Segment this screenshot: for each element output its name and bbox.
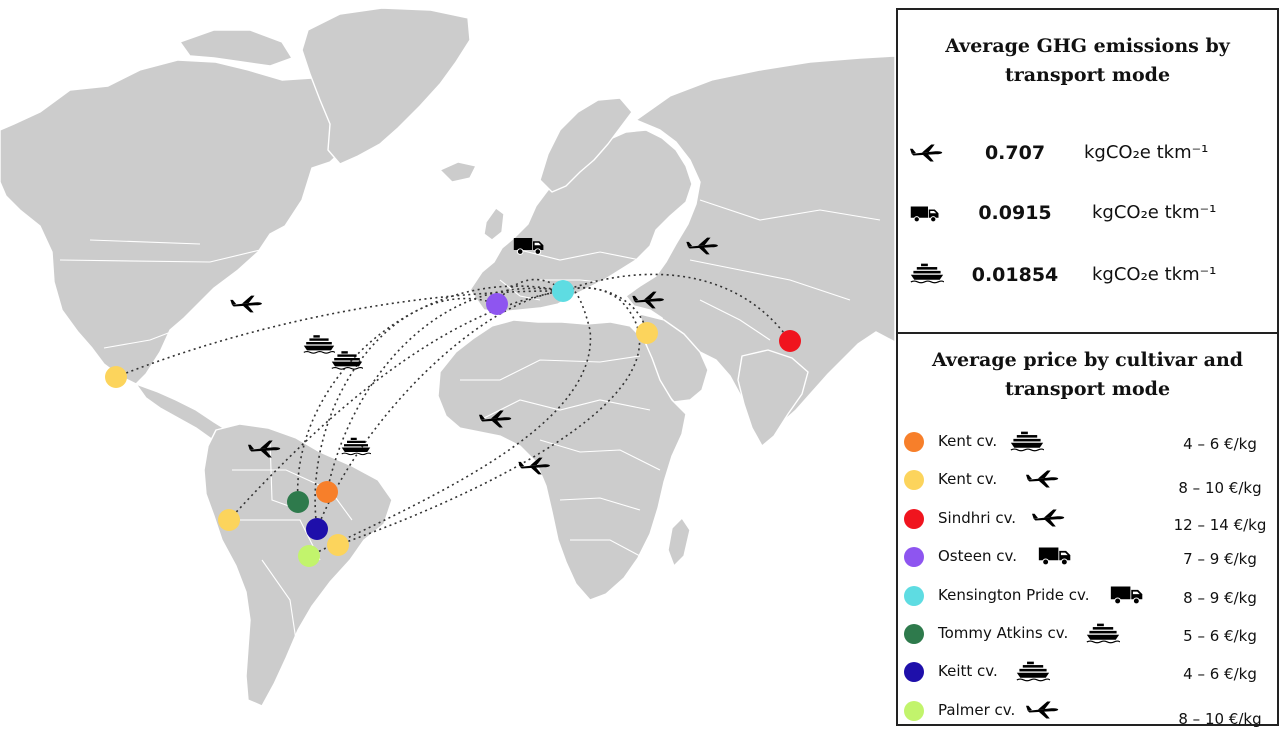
ghg-value-truck: 0.0915	[978, 202, 1052, 224]
route-brazil-ship-1	[296, 285, 564, 503]
airplane-icon	[1026, 470, 1059, 488]
price-panel: Average price by cultivar and transport …	[896, 332, 1279, 728]
marker-kent-air-peru	[218, 509, 240, 531]
cultivar-name: Palmer cv.	[938, 700, 1016, 719]
british-isles	[483, 207, 505, 241]
truck-icon	[1110, 585, 1143, 605]
price-range: 8 – 10 €/kg	[1178, 479, 1262, 498]
cultivar-color-dot	[904, 585, 924, 606]
india	[737, 349, 809, 447]
marker-keitt	[306, 518, 328, 540]
price-row: Kent cv. 4 – 6 €/kg	[898, 428, 1277, 458]
ship-icon	[1016, 661, 1050, 682]
ship-icon	[1086, 623, 1120, 644]
cultivar-color-dot	[904, 700, 924, 721]
airplane-icon	[910, 144, 943, 162]
cultivar-name: Kent cv.	[938, 432, 998, 450]
cultivar-color-dot	[904, 624, 924, 644]
north-america	[0, 59, 379, 385]
ghg-unit-air: kgCO₂e tkm⁻¹	[1084, 142, 1209, 163]
price-row: Keitt cv. 4 – 6 €/kg	[898, 658, 1277, 688]
price-row: Palmer cv. 8 – 10 €/kg	[898, 697, 1277, 728]
route-palmer-air	[308, 286, 592, 557]
price-range: 8 – 10 €/kg	[1178, 709, 1262, 728]
price-range: 4 – 6 €/kg	[1183, 665, 1257, 684]
marker-kent-ship	[316, 481, 338, 503]
marker-kent-air-mexico	[105, 366, 127, 388]
transport-routes	[115, 273, 791, 557]
origin-markers	[105, 280, 801, 567]
price-row: Kensington Pride cv. 8 – 9 €/kg	[898, 582, 1277, 612]
price-range: 5 – 6 €/kg	[1183, 627, 1257, 645]
price-range: 12 – 14 €/kg	[1173, 515, 1267, 534]
ghg-unit-ship: kgCO₂e tkm⁻¹	[1092, 264, 1217, 285]
land-masses	[0, 7, 895, 707]
ship-icon	[910, 263, 944, 284]
marker-kensington-pride	[552, 280, 574, 302]
cultivar-name: Kent cv.	[938, 470, 998, 489]
airplane-icon	[1026, 701, 1059, 719]
truck-icon	[910, 205, 940, 223]
cultivar-name: Kensington Pride cv.	[938, 585, 1090, 604]
route-egypt-air	[562, 287, 648, 334]
route-peru-europe	[228, 290, 564, 521]
price-row: Osteen cv. 7 – 9 €/kg	[898, 543, 1277, 573]
world-map	[0, 7, 895, 707]
marker-palmer	[298, 545, 320, 567]
route-pakistan-air	[562, 273, 791, 342]
ghg-emissions-panel: Average GHG emissions by transport mode …	[896, 8, 1279, 334]
truck-icon	[1038, 547, 1071, 566]
iceland	[439, 161, 477, 183]
price-panel-title: Average price by cultivar and transport …	[931, 349, 1244, 400]
ship-icon	[1010, 431, 1044, 452]
price-range: 7 – 9 €/kg	[1183, 550, 1257, 569]
price-row: Kent cv. 8 – 10 €/kg	[898, 466, 1277, 498]
ship-icon	[341, 436, 371, 456]
price-row: Tommy Atkins cv. 5 – 6 €/kg	[898, 620, 1277, 650]
cultivar-name: Osteen cv.	[938, 547, 1017, 566]
route-keitt-ship	[314, 297, 498, 530]
cultivar-color-dot	[904, 470, 924, 491]
airplane-icon	[1032, 509, 1065, 527]
ship-icon	[331, 350, 363, 370]
south-america	[203, 423, 393, 707]
price-row: Sindhri cv. 12 – 14 €/kg	[898, 505, 1277, 535]
cultivar-color-dot	[904, 662, 924, 683]
marker-kent-air-brazil	[327, 534, 349, 556]
ghg-panel-title: Average GHG emissions by transport mode	[945, 35, 1230, 86]
madagascar	[667, 517, 691, 567]
ghg-unit-truck: kgCO₂e tkm⁻¹	[1092, 202, 1217, 223]
asia	[625, 55, 895, 431]
price-range: 8 – 9 €/kg	[1183, 588, 1257, 607]
cultivar-name: Keitt cv.	[938, 662, 998, 681]
price-range: 4 – 6 €/kg	[1183, 435, 1257, 453]
arctic-islands	[179, 29, 293, 67]
ghg-value-ship: 0.01854	[971, 264, 1059, 286]
marker-sindhri	[779, 330, 801, 352]
cultivar-name: Tommy Atkins cv.	[938, 624, 1069, 642]
cultivar-color-dot	[904, 432, 924, 452]
africa	[437, 319, 687, 601]
ship-icon	[303, 334, 335, 354]
cultivar-color-dot	[904, 547, 924, 568]
cultivar-name: Sindhri cv.	[938, 508, 1017, 527]
greenland	[301, 7, 471, 165]
marker-tommy-atkins	[287, 491, 309, 513]
marker-osteen	[486, 293, 508, 315]
cultivar-color-dot	[904, 508, 924, 529]
country-borders	[59, 199, 881, 641]
scandinavia	[539, 97, 633, 193]
ghg-value-air: 0.707	[984, 142, 1046, 164]
airplane-icon	[230, 295, 262, 313]
marker-kent-air-egypt	[636, 322, 658, 344]
